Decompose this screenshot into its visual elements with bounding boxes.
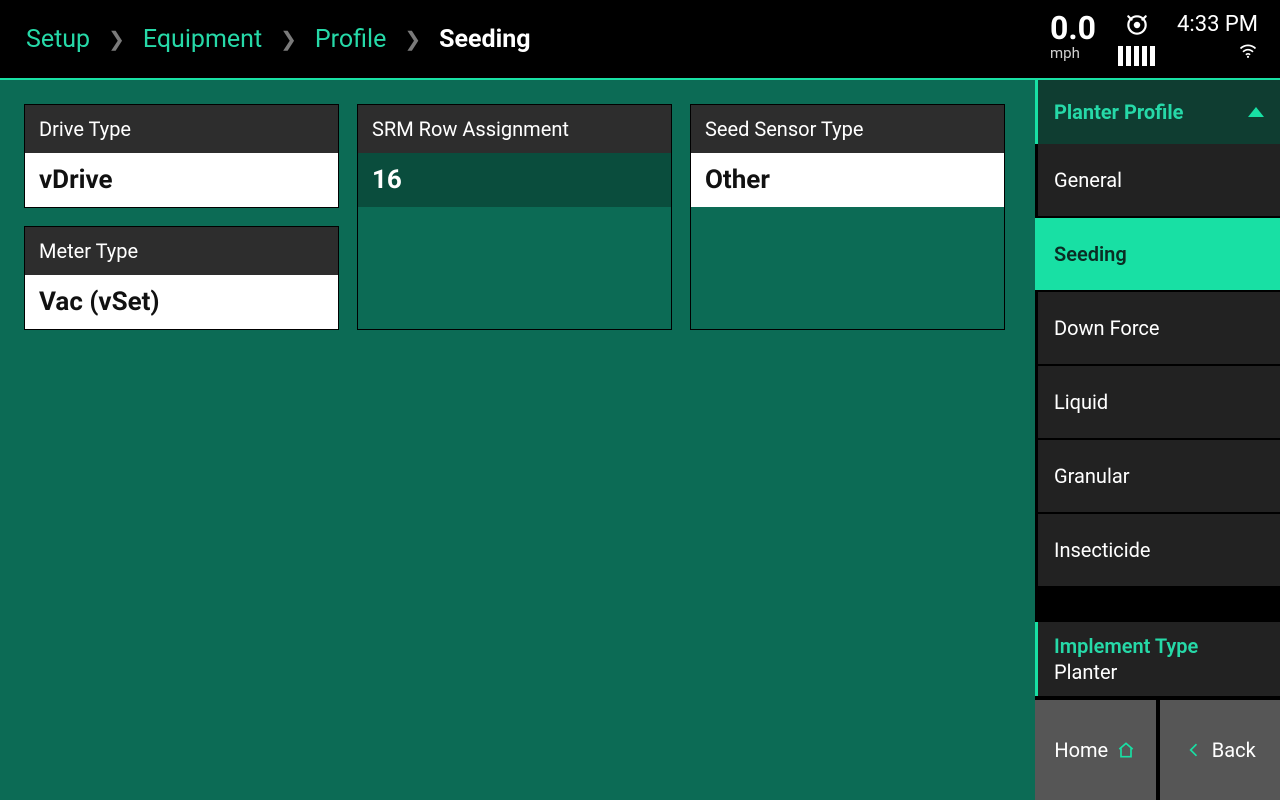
top-bar: Setup ❯ Equipment ❯ Profile ❯ Seeding 0.… (0, 0, 1280, 78)
nav-buttons: Home Back (1035, 700, 1280, 800)
back-button[interactable]: Back (1160, 700, 1280, 800)
card-value: vDrive (25, 153, 338, 207)
sidebar-item-insecticide[interactable]: Insecticide (1035, 514, 1280, 586)
content-panel: Drive Type vDrive Meter Type Vac (vSet) … (0, 78, 1035, 800)
status-cluster: 0.0 mph 4:33 PM (1050, 12, 1258, 66)
sidebar-header-label: Planter Profile (1054, 100, 1183, 124)
card-label: Drive Type (25, 105, 338, 153)
card-value: Vac (vSet) (25, 275, 338, 329)
breadcrumb: Setup ❯ Equipment ❯ Profile ❯ Seeding (26, 25, 531, 54)
home-button[interactable]: Home (1035, 700, 1156, 800)
sidebar-item-seeding[interactable]: Seeding (1035, 218, 1280, 290)
back-label: Back (1212, 738, 1256, 762)
sidebar-item-liquid[interactable]: Liquid (1035, 366, 1280, 438)
crumb-current: Seeding (439, 25, 530, 54)
satellite-icon (1124, 12, 1150, 42)
card-drive-type[interactable]: Drive Type vDrive (24, 104, 339, 208)
chevron-right-icon: ❯ (280, 27, 297, 51)
sidebar-header[interactable]: Planter Profile (1035, 80, 1280, 144)
sidebar: Planter Profile General Seeding Down For… (1035, 78, 1280, 800)
speed-value: 0.0 (1050, 12, 1096, 44)
card-meter-type[interactable]: Meter Type Vac (vSet) (24, 226, 339, 330)
main-area: Drive Type vDrive Meter Type Vac (vSet) … (0, 78, 1280, 800)
implement-type-label: Implement Type (1054, 634, 1264, 658)
triangle-up-icon (1248, 107, 1264, 117)
card-label: SRM Row Assignment (358, 105, 671, 153)
sidebar-item-granular[interactable]: Granular (1035, 440, 1280, 512)
signal-bars-icon (1118, 46, 1155, 66)
sidebar-item-downforce[interactable]: Down Force (1035, 292, 1280, 364)
sidebar-item-general[interactable]: General (1035, 144, 1280, 216)
card-value: Other (691, 153, 1004, 207)
card-label: Meter Type (25, 227, 338, 275)
gps-status (1118, 12, 1155, 66)
card-label: Seed Sensor Type (691, 105, 1004, 153)
chevron-right-icon: ❯ (404, 27, 421, 51)
card-seed-sensor[interactable]: Seed Sensor Type Other (690, 104, 1005, 330)
home-label: Home (1054, 738, 1108, 762)
chevron-left-icon (1184, 740, 1204, 760)
clock: 4:33 PM (1177, 12, 1258, 37)
crumb-equipment[interactable]: Equipment (143, 25, 262, 54)
wifi-icon (1238, 41, 1258, 65)
home-icon (1116, 740, 1136, 760)
clock-wifi: 4:33 PM (1177, 12, 1258, 65)
crumb-profile[interactable]: Profile (315, 25, 386, 54)
sidebar-items: General Seeding Down Force Liquid Granul… (1035, 144, 1280, 620)
implement-type-box[interactable]: Implement Type Planter (1035, 622, 1280, 696)
card-srm-row[interactable]: SRM Row Assignment 16 (357, 104, 672, 330)
speed-readout: 0.0 mph (1050, 12, 1096, 61)
speed-unit: mph (1050, 46, 1096, 61)
implement-type-value: Planter (1054, 660, 1264, 684)
card-value: 16 (358, 153, 671, 207)
chevron-right-icon: ❯ (108, 27, 125, 51)
crumb-setup[interactable]: Setup (26, 25, 90, 54)
